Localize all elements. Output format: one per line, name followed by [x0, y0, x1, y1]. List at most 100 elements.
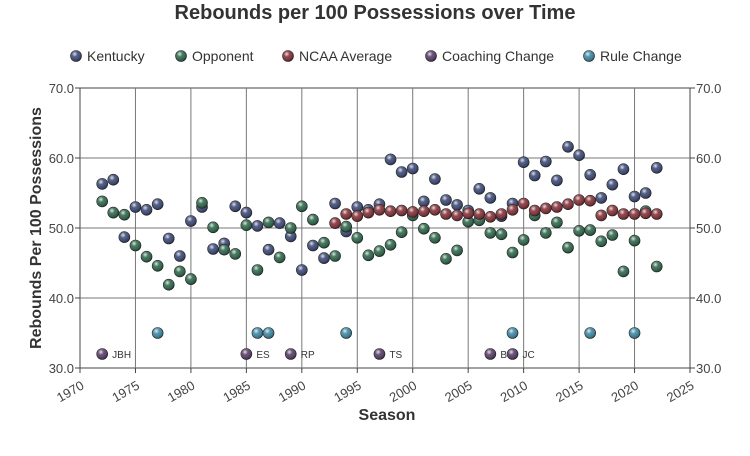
rule-change-point [151, 327, 164, 339]
y-tick-label-right: 60.0 [696, 151, 721, 166]
legend-marker [583, 50, 595, 62]
kentucky-point [229, 200, 242, 213]
opponent-point [384, 239, 397, 251]
opponent-point [229, 248, 242, 260]
ncaa-average-point [451, 209, 463, 222]
opponent-point [107, 206, 120, 219]
rule-change-point [340, 327, 352, 339]
opponent-point [240, 219, 253, 231]
opponent-point [606, 229, 619, 241]
opponent-point [395, 226, 408, 238]
ncaa-average-point [528, 204, 541, 217]
opponent-point [329, 250, 341, 262]
kentucky-point [484, 192, 497, 204]
ncaa-average-point [551, 201, 563, 213]
kentucky-point [129, 201, 142, 213]
opponent-point [595, 235, 608, 248]
y-tick-label-left: 60.0 [49, 151, 74, 166]
coaching-change-point [96, 348, 108, 360]
opponent-point [484, 227, 497, 239]
opponent-point [562, 241, 574, 254]
coaching-change-point [373, 348, 386, 360]
ncaa-average-point [429, 204, 441, 216]
kentucky-point [140, 204, 153, 216]
kentucky-point [429, 173, 441, 185]
x-axis-title: Season [359, 407, 416, 424]
y-tick-label-left: 50.0 [49, 221, 74, 236]
ncaa-average-point [584, 194, 596, 207]
opponent-point [551, 216, 563, 229]
kentucky-point [329, 197, 341, 210]
ncaa-average-point [329, 217, 341, 229]
kentucky-point [207, 243, 219, 255]
opponent-point [440, 252, 452, 265]
x-tick-label: 2015 [553, 378, 586, 405]
kentucky-point [562, 141, 574, 153]
kentucky-point [240, 206, 253, 219]
legend-label: NCAA Average [299, 48, 392, 64]
opponent-point [418, 222, 430, 235]
ncaa-average-point [473, 208, 486, 220]
ncaa-average-point [606, 204, 619, 217]
kentucky-point [517, 156, 530, 168]
kentucky-point [451, 199, 463, 211]
ncaa-average-point [562, 198, 574, 210]
opponent-point [540, 227, 552, 239]
opponent-point [351, 232, 364, 244]
opponent-point [196, 197, 208, 209]
opponent-point [307, 213, 319, 226]
kentucky-point [118, 231, 131, 243]
ncaa-average-point [384, 205, 397, 217]
y-axis-title: Rebounds Per 100 Possessions [28, 107, 45, 349]
y-tick-label-right: 70.0 [696, 81, 721, 96]
coaching-change-point [240, 348, 253, 360]
opponent-point [185, 273, 197, 285]
kentucky-point [440, 194, 452, 206]
kentucky-point [573, 149, 585, 161]
opponent-point [340, 220, 352, 233]
kentucky-point [307, 239, 319, 252]
opponent-point [284, 222, 297, 234]
coaching-change-label: RP [301, 350, 315, 361]
coaching-change-point [506, 348, 519, 360]
opponent-point [373, 245, 386, 257]
legend-label: Opponent [192, 48, 254, 64]
ncaa-average-point [484, 211, 497, 223]
legend-marker [282, 50, 294, 62]
y-tick-label-left: 30.0 [49, 361, 74, 376]
legend-marker [425, 50, 437, 62]
opponent-point [517, 234, 530, 246]
kentucky-point [107, 173, 120, 186]
x-tick-label: 1975 [109, 378, 142, 405]
kentucky-point [162, 232, 175, 245]
legend-item: Opponent [175, 48, 254, 64]
opponent-point [573, 225, 585, 237]
x-tick-label: 1980 [165, 378, 198, 405]
coaching-change-label: JC [523, 350, 535, 361]
kentucky-point [528, 169, 541, 182]
kentucky-point [595, 192, 608, 204]
opponent-point [262, 216, 275, 229]
opponent-point [251, 264, 264, 276]
x-tick-label: 1990 [276, 378, 309, 405]
ncaa-average-point [373, 204, 386, 216]
kentucky-point [185, 215, 197, 227]
x-tick-label: 2005 [442, 378, 475, 405]
y-tick-label-right: 30.0 [696, 361, 721, 376]
ncaa-average-point [595, 209, 608, 222]
rule-change-point [628, 327, 641, 339]
ncaa-average-point [362, 206, 375, 219]
legend: Kentucky Opponent NCAA Average Coaching Cha… [70, 48, 682, 64]
coaching-change-label: TS [389, 350, 402, 361]
ncaa-average-point [395, 204, 408, 217]
rule-change-point [262, 327, 275, 339]
opponent-point [451, 244, 463, 257]
kentucky-point [273, 217, 286, 229]
opponent-point [96, 195, 108, 208]
kentucky-point [251, 220, 264, 232]
kentucky-point [650, 162, 663, 174]
coaching-change-point [284, 348, 297, 360]
kentucky-point [584, 169, 596, 181]
coaching-change-label: ES [256, 350, 270, 361]
